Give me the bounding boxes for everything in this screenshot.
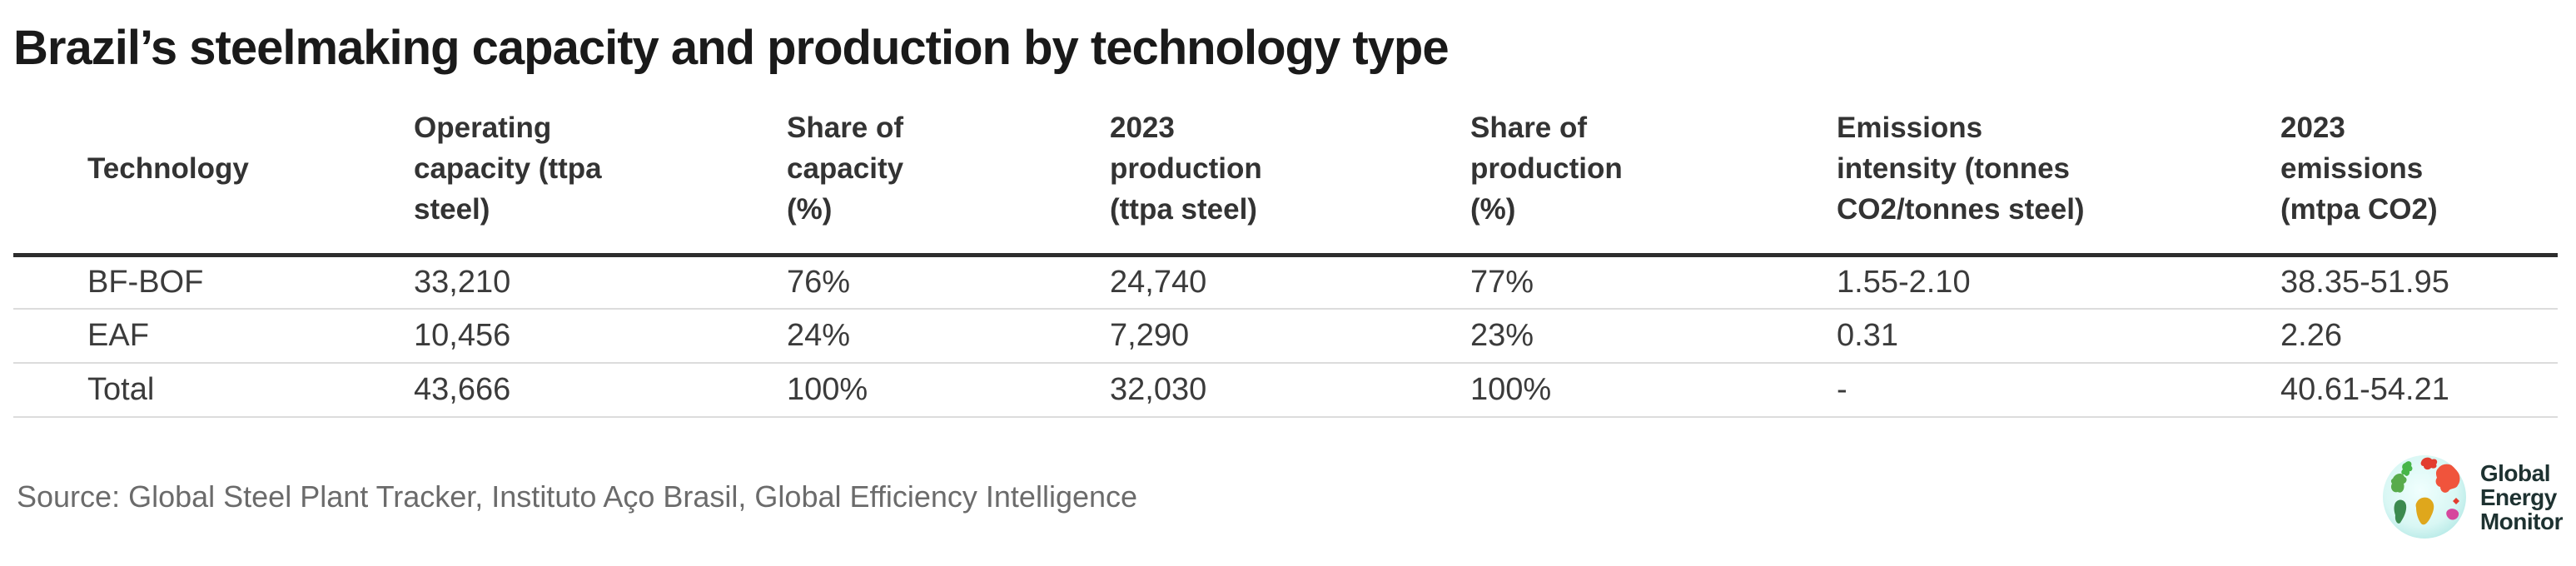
logo-text-line: Monitor bbox=[2479, 508, 2564, 534]
cell-share-of-production: 77% bbox=[1470, 255, 1837, 310]
cell-2023-emissions: 40.61-54.21 bbox=[2280, 363, 2558, 418]
continent-africa bbox=[2415, 497, 2434, 525]
island-dot bbox=[2452, 498, 2459, 504]
col-header-operating-capacity: Operating capacity (ttpa steel) bbox=[414, 98, 787, 257]
cell-share-of-production: 23% bbox=[1470, 309, 1837, 364]
cell-share-of-production: 100% bbox=[1470, 363, 1837, 418]
table-row-eaf: EAF 10,456 24% 7,290 23% 0.31 2.26 bbox=[13, 309, 2558, 364]
col-header-share-of-production: Share of production (%) bbox=[1470, 98, 1837, 257]
col-header-technology: Technology bbox=[13, 98, 414, 257]
continent-south-america bbox=[2394, 499, 2407, 524]
table-row-bf-bof: BF-BOF 33,210 76% 24,740 77% 1.55-2.10 3… bbox=[13, 255, 2558, 310]
col-header-2023-emissions: 2023 emissions (mtpa CO2) bbox=[2280, 98, 2558, 257]
chart-title: Brazil’s steelmaking capacity and produc… bbox=[13, 21, 1450, 75]
cell-technology: BF-BOF bbox=[13, 255, 414, 310]
cell-2023-emissions: 38.35-51.95 bbox=[2280, 255, 2558, 310]
cell-technology: EAF bbox=[13, 309, 414, 364]
table-header-row: Technology Operating capacity (ttpa stee… bbox=[13, 98, 2558, 257]
continent-australia bbox=[2446, 509, 2459, 520]
cell-share-of-capacity: 76% bbox=[787, 255, 1110, 310]
cell-2023-emissions: 2.26 bbox=[2280, 309, 2558, 364]
continent-europe bbox=[2420, 457, 2438, 470]
cell-2023-production: 24,740 bbox=[1110, 255, 1470, 310]
logo-wordmark: Global Energy Monitor bbox=[2479, 459, 2564, 534]
col-header-emissions-intensity: Emissions intensity (tonnes CO2/tonnes s… bbox=[1837, 98, 2280, 257]
global-energy-monitor-logo: Global Energy Monitor bbox=[2382, 455, 2564, 539]
footer: Source: Global Steel Plant Tracker, Inst… bbox=[17, 454, 2564, 539]
data-table: Technology Operating capacity (ttpa stee… bbox=[13, 98, 2558, 418]
source-note: Source: Global Steel Plant Tracker, Inst… bbox=[17, 479, 1138, 514]
cell-emissions-intensity: 0.31 bbox=[1837, 309, 2280, 364]
cell-technology: Total bbox=[13, 363, 414, 418]
continent-north-america bbox=[2390, 474, 2407, 493]
col-header-share-of-capacity: Share of capacity (%) bbox=[787, 98, 1110, 257]
cell-operating-capacity: 10,456 bbox=[414, 309, 787, 364]
cell-emissions-intensity: 1.55-2.10 bbox=[1837, 255, 2280, 310]
globe-icon bbox=[2382, 455, 2466, 539]
table-row-total: Total 43,666 100% 32,030 100% - 40.61-54… bbox=[13, 363, 2558, 418]
chart-container: Brazil’s steelmaking capacity and produc… bbox=[0, 22, 2576, 566]
logo-text-line: Global bbox=[2479, 459, 2551, 486]
continent-asia bbox=[2435, 464, 2460, 493]
col-header-2023-production: 2023 production (ttpa steel) bbox=[1110, 98, 1470, 257]
cell-2023-production: 7,290 bbox=[1110, 309, 1470, 364]
cell-operating-capacity: 33,210 bbox=[414, 255, 787, 310]
continent-greenland bbox=[2401, 461, 2413, 476]
cell-share-of-capacity: 100% bbox=[787, 363, 1110, 418]
cell-2023-production: 32,030 bbox=[1110, 363, 1470, 418]
cell-emissions-intensity: - bbox=[1837, 363, 2280, 418]
cell-share-of-capacity: 24% bbox=[787, 309, 1110, 364]
logo-text-line: Energy bbox=[2479, 484, 2557, 510]
cell-operating-capacity: 43,666 bbox=[414, 363, 787, 418]
